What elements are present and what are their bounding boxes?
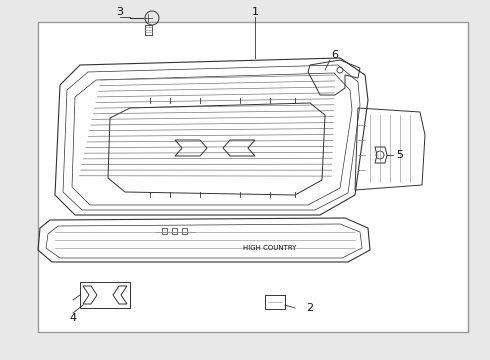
Bar	[265, 295, 285, 309]
Text: 1: 1	[251, 7, 259, 17]
Bar	[182, 228, 187, 234]
Bar	[38, 22, 468, 332]
Text: 5: 5	[396, 150, 403, 160]
Text: 3: 3	[117, 7, 123, 17]
Text: 2: 2	[306, 303, 314, 313]
Text: 6: 6	[332, 50, 339, 60]
Text: HIGH COUNTRY: HIGH COUNTRY	[244, 245, 296, 251]
Text: 4: 4	[70, 313, 76, 323]
Bar	[162, 228, 167, 234]
Bar	[145, 25, 152, 35]
Bar	[172, 228, 177, 234]
